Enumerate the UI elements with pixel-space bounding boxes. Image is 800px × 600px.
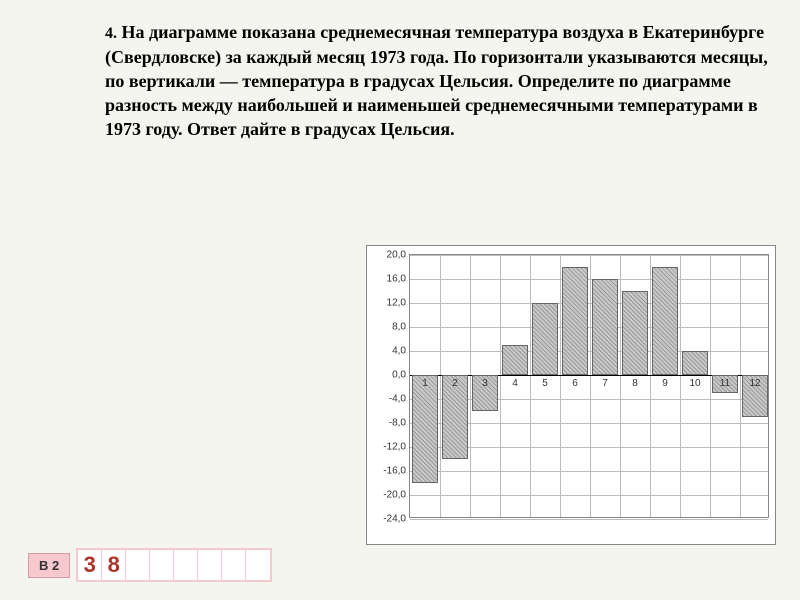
chart-bar (622, 291, 648, 375)
x-axis-label: 8 (632, 378, 638, 389)
x-axis-label: 10 (689, 378, 700, 389)
answer-cells: 38 (76, 548, 272, 582)
y-axis-label: 12,0 (372, 298, 406, 309)
x-axis-label: 12 (749, 378, 760, 389)
chart-plot-area: 20,016,012,08,04,00,0-4,0-8,0-12,0-16,0-… (409, 254, 769, 518)
answer-cell (198, 550, 222, 580)
temperature-bar-chart: 20,0 16,0 12,0 8,0 4,0 0,0 -4,0 -8,0 -12,0 -16,0 -… (366, 245, 776, 545)
answer-strip: В 2 38 (28, 548, 272, 582)
chart-bar (562, 267, 588, 375)
x-axis-label: 11 (720, 378, 730, 389)
answer-cell (246, 550, 270, 580)
x-axis-label: 3 (482, 378, 488, 389)
answer-cell: 8 (102, 550, 126, 580)
chart-bar (652, 267, 678, 375)
x-axis-label: 5 (542, 378, 548, 389)
y-axis-label: -12,0 (372, 442, 406, 453)
answer-cell (150, 550, 174, 580)
answer-cell (174, 550, 198, 580)
y-axis-label: 4,0 (372, 346, 406, 357)
x-axis-label: 9 (662, 378, 668, 389)
y-axis-label: 16,0 (372, 274, 406, 285)
y-axis-label: -24,0 (372, 514, 406, 525)
answer-cell (222, 550, 246, 580)
y-axis-label: -8,0 (372, 418, 406, 429)
problem-body: На диаграмме показана среднемесячная тем… (105, 22, 768, 139)
x-axis-label: 7 (602, 378, 608, 389)
y-axis-label: -16,0 (372, 466, 406, 477)
y-axis-label: 0,0 (372, 370, 406, 381)
x-axis-label: 2 (452, 378, 458, 389)
x-axis-label: 4 (512, 378, 518, 389)
answer-cell (126, 550, 150, 580)
y-axis-label: -4,0 (372, 394, 406, 405)
chart-bar (502, 345, 528, 375)
chart-bar (532, 303, 558, 375)
x-axis-label: 1 (422, 378, 428, 389)
chart-bar (592, 279, 618, 375)
problem-number: 4. (105, 25, 117, 42)
y-axis-label: -20,0 (372, 490, 406, 501)
problem-text: 4. На диаграмме показана среднемесячная … (105, 20, 772, 142)
chart-bar (682, 351, 708, 375)
chart-bar (412, 375, 438, 483)
y-axis-label: 20,0 (372, 250, 406, 261)
answer-label: В 2 (28, 553, 70, 578)
x-axis-label: 6 (572, 378, 578, 389)
y-axis-label: 8,0 (372, 322, 406, 333)
answer-cell: 3 (78, 550, 102, 580)
